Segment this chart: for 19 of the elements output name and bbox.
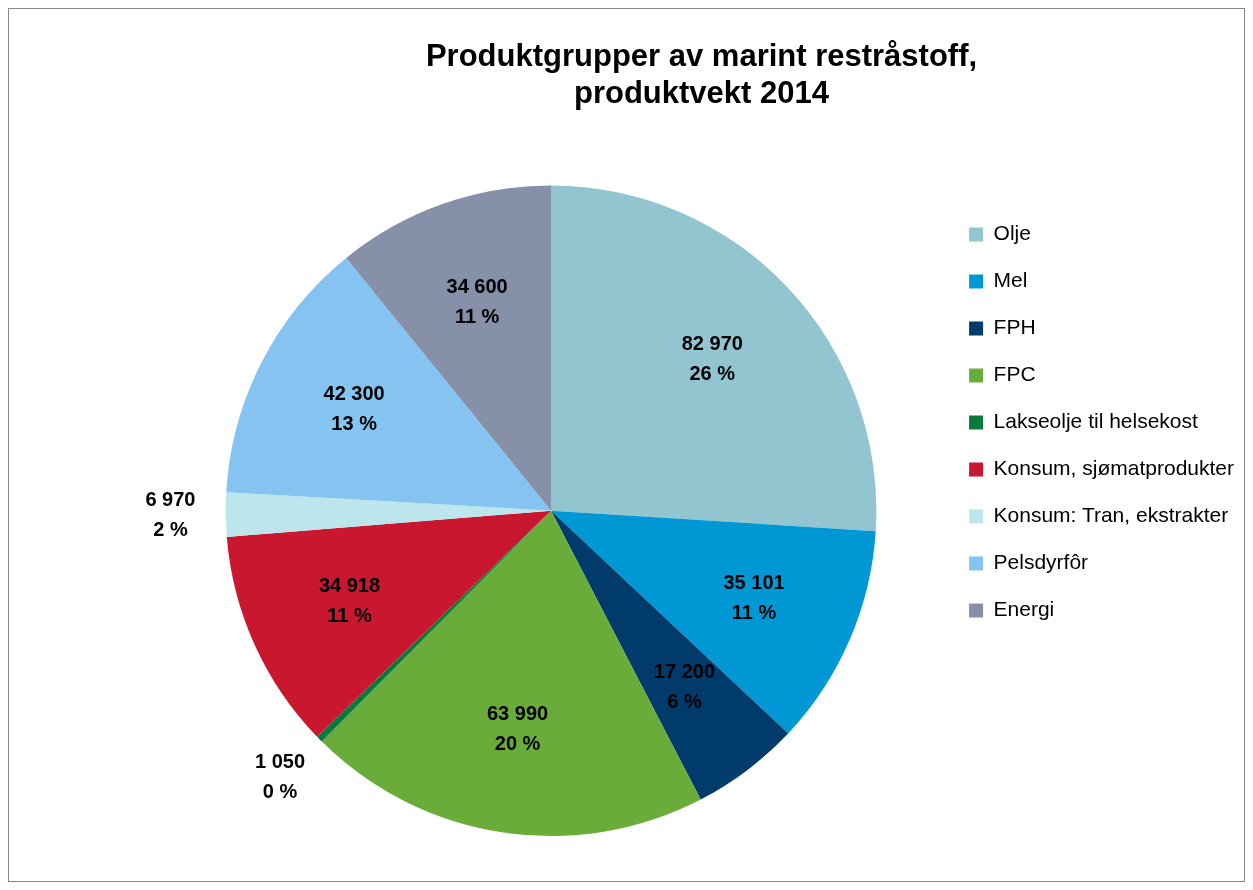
legend-label: FPC bbox=[993, 362, 1036, 386]
data-label: 35 101 11 % bbox=[723, 571, 785, 624]
data-label: 34 918 11 % bbox=[318, 574, 381, 627]
chart-title: Produktgrupper av marint restråstoff, produktvekt 2014 bbox=[425, 38, 978, 111]
data-label: 82 970 26 % bbox=[681, 331, 743, 384]
legend-label: Konsum, sjømatprodukter bbox=[993, 456, 1235, 480]
legend-label: Mel bbox=[993, 268, 1028, 292]
legend-label: Konsum: Tran, ekstrakter bbox=[993, 503, 1229, 527]
legend-label: Olje bbox=[993, 221, 1031, 245]
data-label: 1 050 0 % bbox=[255, 750, 306, 803]
legend-label: FPH bbox=[993, 315, 1036, 339]
data-label: 34 600 11 % bbox=[446, 274, 508, 327]
data-label: 63 990 20 % bbox=[486, 701, 549, 754]
legend-label: Pelsdyrfôr bbox=[993, 550, 1089, 574]
data-label: 42 300 13 % bbox=[323, 382, 385, 435]
data-label: 17 200 6 % bbox=[653, 659, 716, 712]
legend-label: Energi bbox=[993, 597, 1055, 621]
legend-label: Lakseolje til helsekost bbox=[993, 409, 1199, 433]
data-label: 6 970 2 % bbox=[145, 487, 196, 540]
